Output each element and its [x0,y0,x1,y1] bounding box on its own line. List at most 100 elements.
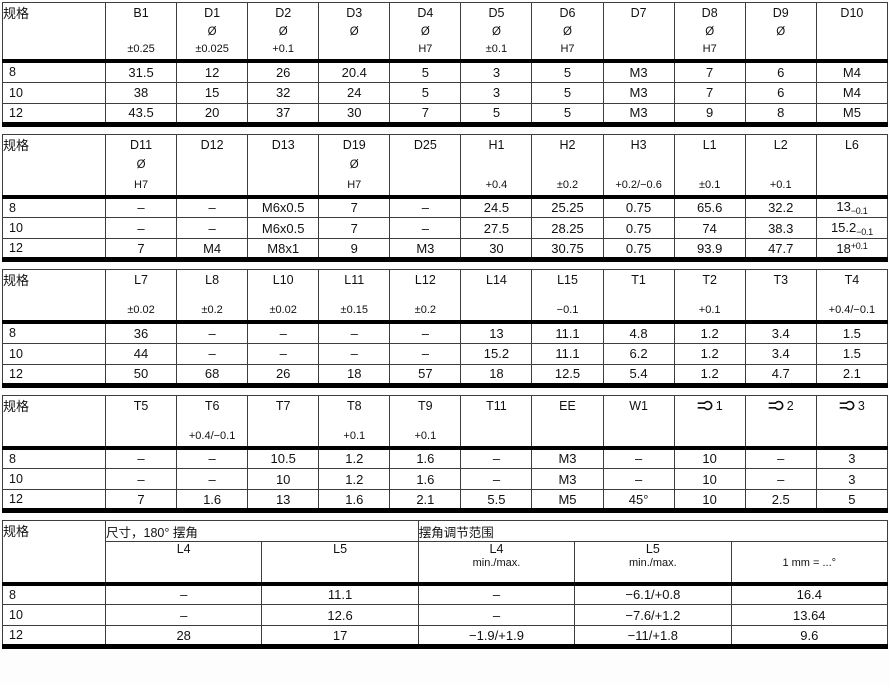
value-cell: −6.1/+0.8 [574,583,732,605]
value-cell: 13−0.1 [815,196,889,218]
value-cell: 26 [247,60,320,83]
wrench-size-number: 2 [786,398,794,413]
value-cell: 7 [104,238,178,260]
value-superscript-tolerance: +0.1 [850,240,868,251]
table-row-size-8: 8– – M6x0.5 7–24.5 25.25 0.75 65.6 32.2 13−0.1 [2,196,889,218]
value-cell: 24 [318,81,391,104]
value-cell: 3.4 [744,321,817,344]
value-cell: 7 [673,60,746,83]
column-name: D9 [772,6,789,20]
value-cell: 11.1 [531,342,604,365]
column-tolerance: +0.1 [272,43,295,55]
value-cell: 30 [460,238,533,260]
value-cell: – [460,468,533,490]
column-name: T6 [204,398,220,413]
column-header: W1 [602,394,675,448]
column-header: L10 ±0.02 [247,269,320,323]
value-cell: M5 [531,489,604,511]
value-cell: 38 [104,81,178,104]
value-cell: M3 [531,447,604,469]
value-cell: 37 [247,102,320,125]
table-row-size-10: 10–12.6– −7.6/+1.2 13.64 [2,604,889,626]
value-cell: 5 [389,60,462,83]
value-cell: 32 [247,81,320,104]
value-cell: 12.5 [531,363,604,386]
column-header: T8 +0.1 [318,394,391,448]
value-cell: M6x0.5 [247,217,320,239]
column-header: 1 mm = ...° [730,541,889,584]
value-cell: 12.6 [261,604,419,626]
spec-cell: 8 [2,60,106,83]
diameter-symbol: Ø [420,25,430,38]
column-tolerance: H7 [560,43,575,55]
column-header: D25 [389,133,462,197]
column-header: T11 [460,394,533,448]
column-header: D19 Ø H7 [318,133,391,197]
diameter-symbol: Ø [349,26,359,38]
column-header: L15 −0.1 [531,269,604,323]
value-cell: 43.5 [104,102,178,125]
value-cell: – [318,342,391,365]
value-cell: 1.2 [673,321,746,344]
column-name: L6 [844,137,859,152]
value-cell: 0.75 [602,238,675,260]
column-tolerance: H7 [347,178,362,191]
value-cell: 24.5 [460,196,533,218]
dimensions-table-4: 规格 T5 T6 +0.4/−0.1 T7 T8 +0.1 T9 +0.1 T11 EE W1 1 2 3 8… [2,394,889,513]
column-tolerance: +0.2/−0.6 [615,178,662,191]
column-header: T9 +0.1 [389,394,462,448]
column-name: D19 [342,137,366,152]
spec-column-header: 规格 [2,133,106,197]
table-row-size-10: 10 38 15 32 24 5 3 5 M3 7 6 M4 [2,81,889,104]
column-header-row: 规格 D11 Ø H7 D12 D13 D19 Ø H7 D25 H1 +0.4 H2 ±0.2 H3 +0.… [2,133,889,197]
column-name: T11 [486,398,507,413]
value-cell: 6 [744,60,817,83]
column-header: 1 [673,394,746,448]
column-header: L2 +0.1 [744,133,817,197]
value-cell: 3 [460,60,533,83]
column-tolerance: min./max. [629,557,677,569]
column-header-row: 规格 T5 T6 +0.4/−0.1 T7 T8 +0.1 T9 +0.1 T11 EE W1 1 2 3 [2,394,889,448]
column-tolerance: +0.4/−0.1 [828,304,876,316]
value-cell: 9 [318,238,391,260]
dimensions-table-1: 规格 B1 ±0.25 D1 Ø ±0.025 D2 Ø +0.1 D3 Ø D4 Ø H7 D5 Ø ±0.1… [2,2,889,127]
value-cell: 50 [104,363,178,386]
swivel-angle-table: 规格 尺寸，180° 摆角 摆角调节范围 L4 L5 L4 min./max. L5 min./… [2,520,889,649]
column-tolerance: +0.1 [343,429,366,442]
column-header: T1 [602,269,675,323]
value-cell: – [460,447,533,469]
column-tolerance: ±0.2 [201,304,223,316]
column-name: L14 [486,273,507,287]
column-header: D3 Ø [318,2,391,62]
value-cell: – [104,583,263,605]
value-cell: M3 [389,238,462,260]
value-cell: 1.2 [673,363,746,386]
value-cell: 25.25 [531,196,604,218]
diameter-symbol: Ø [563,25,572,38]
column-tolerance: H7 [418,43,433,55]
value-main: 15.2 [830,219,857,235]
column-tolerance: ±0.1 [698,178,721,191]
value-cell: 0.75 [602,196,675,218]
value-cell: 2.1 [815,363,889,386]
value-cell: 68 [176,363,249,386]
column-header: L4 min./max. [417,541,576,584]
wrench-icon [839,400,855,410]
value-cell: – [176,447,249,469]
group-header-row: 规格 尺寸，180° 摆角 摆角调节范围 [2,520,889,584]
value-cell: 15.2 [460,342,533,365]
value-cell: – [104,604,263,626]
value-cell: – [104,196,178,218]
value-cell: 3 [815,447,889,469]
column-name: 1 [697,399,723,414]
value-cell: 7 [389,102,462,125]
wrench-size-number: 1 [715,398,723,413]
column-tolerance: ±0.2 [414,304,437,316]
column-name: L2 [773,137,788,152]
column-header: T4 +0.4/−0.1 [815,269,889,323]
value-cell: – [744,468,817,490]
table-row-size-12: 12 28 17 −1.9/+1.9 −11/+1.8 9.6 [2,625,889,647]
column-header: B1 ±0.25 [104,2,178,62]
diameter-symbol: Ø [776,26,786,38]
table-row-size-8: 8 36– – – –13 11.1 4.8 1.2 3.4 1.5 [2,321,889,344]
